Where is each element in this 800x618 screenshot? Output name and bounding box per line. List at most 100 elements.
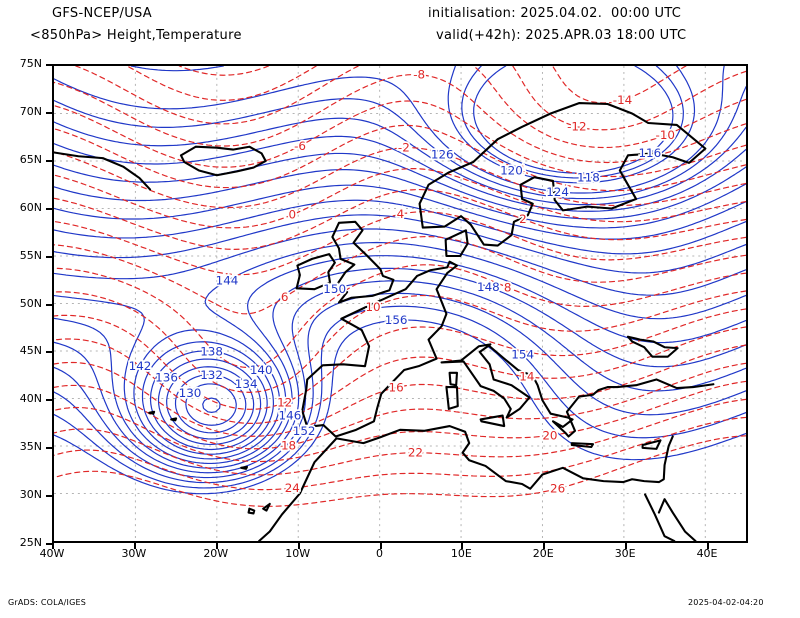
height-contour-label-halo: 136 (155, 371, 178, 385)
temperature-contour (54, 308, 746, 410)
temperature-contour-label-halo: 2 (519, 212, 527, 226)
height-contour (54, 169, 746, 229)
coastline-segment (644, 493, 676, 541)
height-contour-label-halo: 144 (216, 274, 239, 288)
height-contour (54, 86, 746, 200)
temperature-contour (178, 66, 270, 76)
height-contour (141, 341, 275, 455)
temperature-contour-label-halo: -4 (513, 163, 525, 177)
map-canvas: -14-14-12-12-10-10-8-8-6-6-4-4-2-200 2244… (54, 66, 746, 541)
height-contour (54, 228, 746, 296)
temperature-contour (552, 66, 687, 104)
coastline-segment (54, 151, 152, 191)
temperature-contour (54, 416, 746, 491)
coastline-segment (240, 465, 249, 470)
coastline-segment (641, 439, 662, 450)
height-contour-label-halo: 148 (477, 280, 500, 294)
height-contour-label-halo: 120 (500, 164, 523, 178)
temperature-contour-label-halo: 20 (542, 428, 557, 442)
latitude-tick-mark (46, 64, 52, 66)
height-contour-label: 130 (179, 386, 202, 400)
height-contour (130, 66, 224, 72)
height-contour-label-halo: 116 (638, 146, 661, 160)
coastline-segment (148, 410, 156, 415)
height-contour-label-halo: 130 (179, 386, 202, 400)
height-contour-label-halo: 118 (577, 171, 600, 185)
temperature-contour-label-halo: 16 (389, 380, 404, 394)
grads-credit: GrADS: COLA/IGES (8, 598, 87, 607)
height-contour-label-halo: 138 (200, 344, 223, 358)
coastline-layer (54, 102, 715, 541)
height-contour-label-halo: 134 (235, 377, 258, 391)
temperature-contour (75, 66, 359, 125)
longitude-tick-label: 20W (203, 547, 229, 560)
temperature-contour-label: 8 (504, 280, 512, 294)
height-contour (185, 383, 237, 426)
height-contour (447, 66, 696, 184)
height-contour-label-halo: 156 (385, 313, 408, 327)
longitude-tick-mark (543, 543, 546, 549)
temperature-contour-label-halo: -12 (567, 120, 586, 134)
temperature-contour-label: 10 (365, 300, 380, 314)
coastline-segment (570, 442, 595, 449)
longitude-tick-label: 10E (450, 547, 472, 560)
temperature-contour (54, 124, 746, 192)
height-contour-label: 156 (385, 313, 408, 327)
temperature-contour (54, 344, 746, 437)
height-contour (54, 241, 746, 465)
height-contour-label-halo: 132 (200, 368, 223, 382)
height-contour-label: 118 (577, 171, 600, 185)
coastline-segment (626, 335, 679, 358)
latitude-tick-label: 25N (19, 536, 42, 549)
coastline-segment (440, 343, 531, 419)
temperature-contour-label: 12 (277, 396, 292, 410)
latitude-tick-label: 55N (19, 248, 42, 262)
coastline-segment (331, 220, 395, 304)
temperature-contour-label: 16 (389, 380, 404, 394)
latitude-tick-label: 50N (19, 296, 42, 310)
latitude-tick-label: 75N (19, 57, 42, 70)
temperature-contour-label-halo: 8 (504, 280, 512, 294)
valid-time-label: valid(+42h): 2025.APR.03 18:00 UTC (436, 28, 687, 43)
height-contour-label: 146 (279, 409, 302, 423)
temperature-contour-label-halo: -14 (613, 93, 632, 107)
height-contour (133, 329, 281, 460)
latitude-tick-mark (46, 543, 52, 545)
temperature-contour-label: 6 (281, 290, 289, 304)
height-contour (202, 397, 221, 413)
temperature-contour-label: 20 (542, 428, 557, 442)
height-contour-label-halo: 142 (129, 359, 152, 373)
temperature-contour-label-halo: 6 (281, 290, 289, 304)
coastline-segment (179, 145, 267, 177)
height-contour (157, 358, 262, 446)
temperature-contour (54, 73, 746, 164)
latitude-tick-label: 45N (19, 344, 42, 358)
height-contour-label-halo: 140 (250, 363, 273, 377)
height-contour-label: 150 (323, 282, 346, 296)
height-contour-label: 154 (511, 348, 534, 362)
temperature-contour-label-halo: 4 (397, 207, 405, 221)
field-level-label: <850hPa> Height,Temperature (30, 28, 242, 43)
temperature-contour-label-halo: -6 (294, 139, 306, 153)
temperature-contour (54, 290, 746, 393)
longitude-tick-mark (707, 543, 710, 549)
latitude-tick-mark (46, 303, 52, 306)
coastline-segment (445, 386, 459, 410)
temperature-contour-label-halo: 10 (365, 300, 380, 314)
contour-label-layer: -14-14-12-12-10-10-8-8-6-6-4-4-2-200 2244… (127, 66, 677, 497)
render-timestamp: 2025-04-02-04:20 (688, 598, 764, 607)
height-contour-label: 142 (129, 359, 152, 373)
height-contour (461, 66, 684, 179)
longitude-tick-label: 10W (285, 547, 311, 560)
temperature-contour-label: -2 (398, 141, 410, 155)
temperature-contour-label: 18 (281, 438, 296, 452)
initialisation-label: initialisation: 2025.04.02. 00:00 UTC (428, 6, 682, 21)
longitude-tick-label: 20E (532, 547, 554, 560)
coastline-segment (657, 498, 697, 541)
model-source-label: GFS-NCEP/USA (52, 6, 153, 21)
height-contour-label-halo: 124 (546, 185, 569, 199)
height-contour-label-halo: 152 (293, 424, 316, 438)
coastline-segment (247, 507, 256, 515)
temperature-contour (54, 211, 746, 276)
temperature-contour-label: 24 (285, 481, 300, 495)
